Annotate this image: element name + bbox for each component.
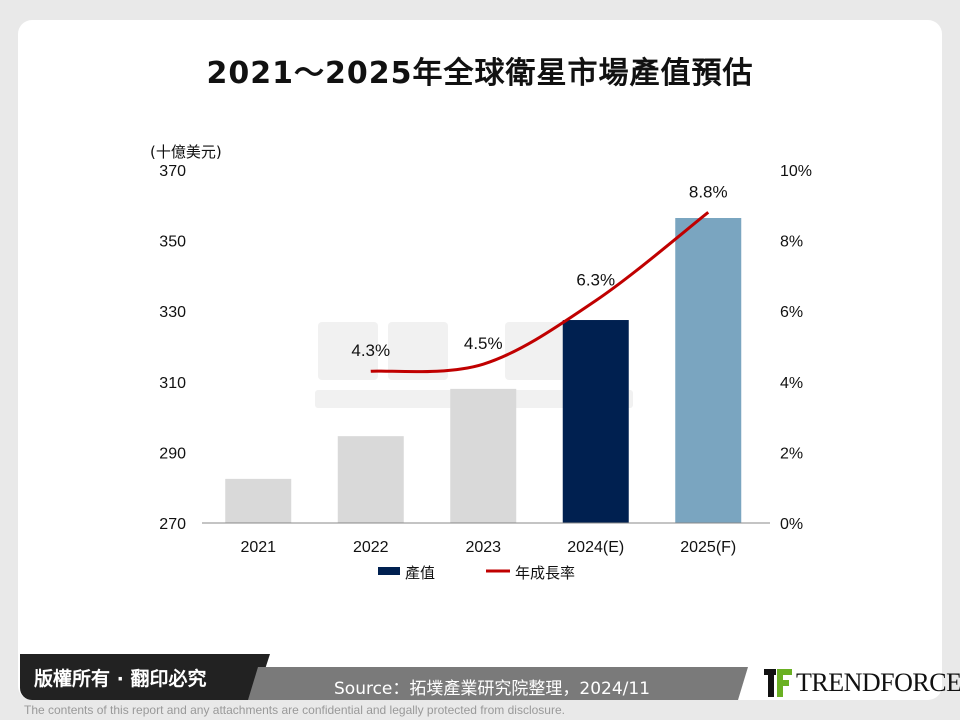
y-right-tick-label: 2% — [780, 445, 803, 462]
page-title: 2021～2025年全球衛星市場產值預估 — [206, 56, 754, 91]
y-left-tick-label: 330 — [159, 304, 186, 321]
x-tick-label: 2021 — [240, 539, 276, 556]
slide-card — [18, 20, 942, 700]
source-banner: Source：拓墣產業研究院整理，2024/11 — [248, 667, 748, 700]
bar-2022 — [337, 436, 404, 523]
growth-rate-line — [370, 211, 710, 374]
growth-data-label: 4.5% — [464, 334, 503, 353]
x-tick-label: 2024(E) — [567, 539, 624, 556]
y-left-tick-label: 290 — [159, 445, 186, 462]
y-right-tick-label: 8% — [780, 234, 803, 251]
y-right-tick-label: 4% — [780, 375, 803, 392]
x-tick-label: 2025(F) — [680, 539, 736, 556]
y-left-tick-label: 370 — [159, 163, 186, 180]
y-left-tick-label: 350 — [159, 234, 186, 251]
y-left-unit-label: (十億美元) — [150, 143, 222, 161]
source-text: Source：拓墣產業研究院整理，2024/11 — [334, 679, 651, 699]
y-left-tick-label: 310 — [159, 375, 186, 392]
bar-2021 — [225, 478, 292, 523]
x-tick-label: 2023 — [465, 539, 501, 556]
bar-2025(F) — [675, 218, 742, 523]
legend-label-bar: 產值 — [405, 564, 435, 582]
trendforce-brand: TRENDFORCE — [796, 668, 960, 697]
disclaimer: The contents of this report and any atta… — [24, 703, 565, 717]
bar-2023 — [450, 388, 517, 523]
copyright-banner: 版權所有 · 翻印必究 — [20, 654, 270, 700]
growth-data-label: 4.3% — [351, 341, 390, 360]
y-left-tick-label: 270 — [159, 516, 186, 533]
y-right-tick-label: 6% — [780, 304, 803, 321]
growth-data-label: 8.8% — [689, 182, 728, 201]
y-right-tick-label: 0% — [780, 516, 803, 533]
growth-data-label: 6.3% — [576, 271, 615, 290]
trendforce-logo-icon — [764, 669, 792, 697]
x-tick-label: 2022 — [353, 539, 389, 556]
bar-2024(E) — [562, 320, 629, 523]
legend-swatch-bar — [378, 567, 400, 575]
copyright-text: 版權所有 · 翻印必究 — [34, 668, 207, 690]
legend-label-line: 年成長率 — [515, 564, 575, 582]
y-right-tick-label: 10% — [780, 163, 812, 180]
